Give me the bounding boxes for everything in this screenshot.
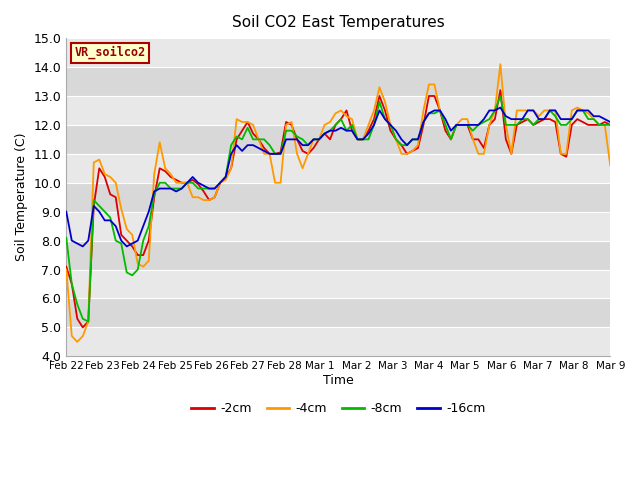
Bar: [67, 299, 611, 327]
Bar: [67, 96, 611, 125]
Bar: [67, 154, 611, 183]
Bar: [67, 125, 611, 154]
Bar: [67, 67, 611, 96]
Text: VR_soilco2: VR_soilco2: [74, 46, 146, 60]
Legend: -2cm, -4cm, -8cm, -16cm: -2cm, -4cm, -8cm, -16cm: [186, 397, 490, 420]
Bar: [67, 38, 611, 67]
Bar: [67, 240, 611, 270]
Bar: [67, 183, 611, 212]
Title: Soil CO2 East Temperatures: Soil CO2 East Temperatures: [232, 15, 445, 30]
Bar: [67, 212, 611, 240]
Bar: [67, 327, 611, 356]
X-axis label: Time: Time: [323, 374, 354, 387]
Bar: [67, 270, 611, 299]
Y-axis label: Soil Temperature (C): Soil Temperature (C): [15, 133, 28, 262]
